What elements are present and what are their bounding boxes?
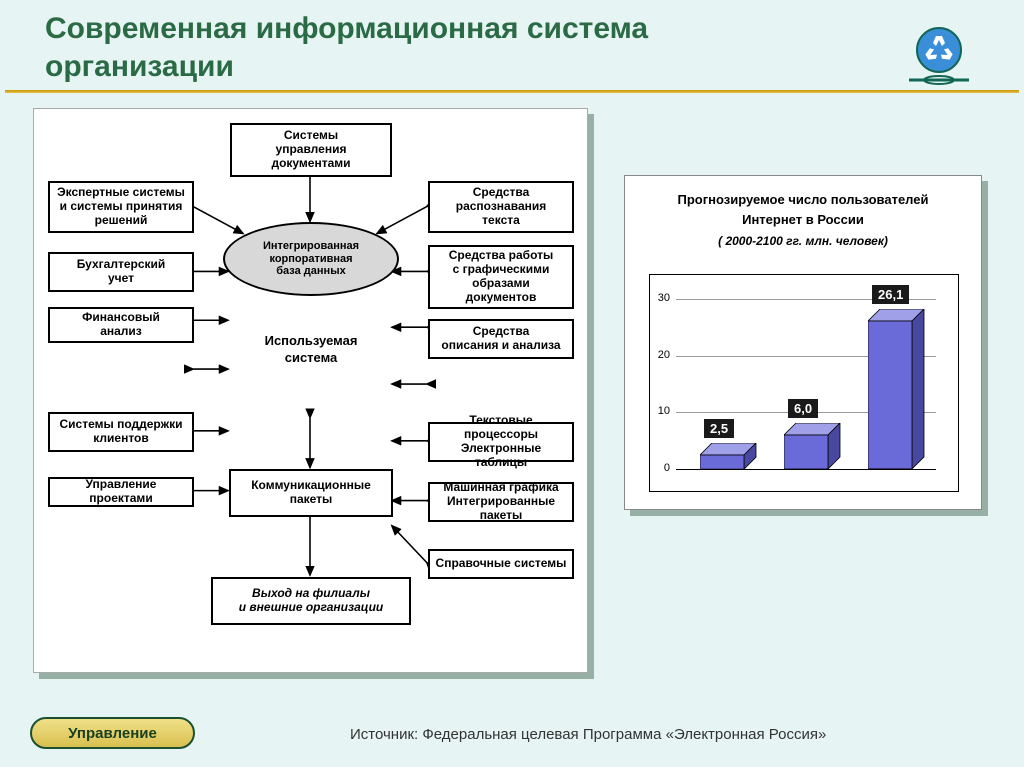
box-left-3: Системы поддержкиклиентов [48,412,194,452]
chart-title-l2: Интернет в России [643,210,963,230]
recycle-logo [904,20,974,90]
box-comm: Коммуникационныепакеты [229,469,393,517]
center-system-label: Используемаясистема [232,333,390,367]
management-button[interactable]: Управление [30,717,195,749]
center-ellipse: Интегрированнаякорпоративнаябаза данных [223,222,399,296]
box-left-0: Экспертные системыи системы принятияреше… [48,181,194,233]
box-right-1: Средства работыс графическимиобразамидок… [428,245,574,309]
diagram-panel: Системыуправлениядокументами Интегрирова… [33,108,588,673]
chart-title-l3: ( 2000-2100 гг. млн. человек) [643,232,963,250]
box-right-4: Машинная графикаИнтегрированные пакеты [428,482,574,522]
box-right-0: Средствараспознаваниятекста [428,181,574,233]
source-footnote: Источник: Федеральная целевая Программа … [350,726,826,743]
box-bottom: Выход на филиалыи внешние организации [211,577,411,625]
bar-label-0: 2,5 [704,419,734,438]
page-title: Современная информационная система орган… [45,10,665,85]
box-left-1: Бухгалтерскийучет [48,252,194,292]
chart-title: Прогнозируемое число пользователей Интер… [625,176,981,252]
bar-label-1: 6,0 [788,399,818,418]
chart-title-l1: Прогнозируемое число пользователей [643,190,963,210]
chart-area: 01020302,56,026,1 [649,274,959,492]
box-right-3: Текстовые процессорыЭлектронные таблицы [428,422,574,462]
box-right-2: Средстваописания и анализа [428,319,574,359]
title-underline [5,90,1019,93]
box-left-2: Финансовыйанализ [48,307,194,343]
chart-panel: Прогнозируемое число пользователей Интер… [624,175,982,510]
box-right-5: Справочные системы [428,549,574,579]
box-doc-systems: Системыуправлениядокументами [230,123,392,177]
box-left-4: Управление проектами [48,477,194,507]
bar-label-2: 26,1 [872,285,909,304]
